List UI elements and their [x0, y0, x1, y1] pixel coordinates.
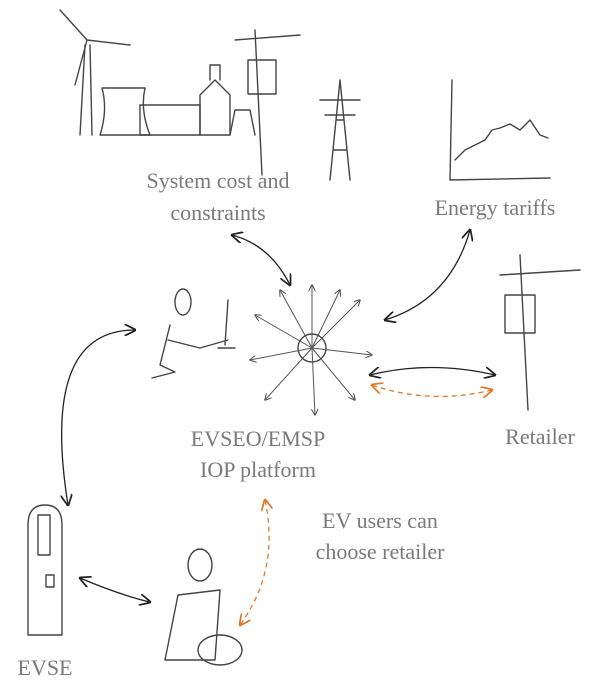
arrow	[62, 330, 135, 505]
label: EVSEO/EMSP	[191, 426, 325, 451]
label: EV users can	[322, 508, 438, 533]
diagram: System cost and constraints Energy tarif…	[0, 0, 589, 687]
evse-sketch	[28, 505, 62, 635]
hub-sketch	[250, 285, 372, 415]
dashed-arrow	[240, 500, 269, 625]
label: choose retailer	[316, 539, 446, 564]
retailer-sketch	[500, 255, 580, 410]
dashed-arrow	[372, 385, 492, 396]
label: constraints	[170, 200, 265, 225]
operator-sketch	[152, 289, 235, 378]
power-sketch	[60, 10, 360, 180]
label: System cost and	[147, 168, 290, 193]
label: Retailer	[505, 424, 575, 449]
label: EVSE	[18, 655, 73, 680]
arrow	[385, 230, 470, 320]
arrow	[370, 368, 495, 376]
label: IOP platform	[200, 457, 316, 482]
arrow	[80, 578, 150, 602]
user-sketch	[165, 549, 242, 665]
label: Energy tariffs	[435, 195, 556, 220]
tariff-sketch	[450, 80, 550, 180]
arrow	[232, 235, 290, 285]
